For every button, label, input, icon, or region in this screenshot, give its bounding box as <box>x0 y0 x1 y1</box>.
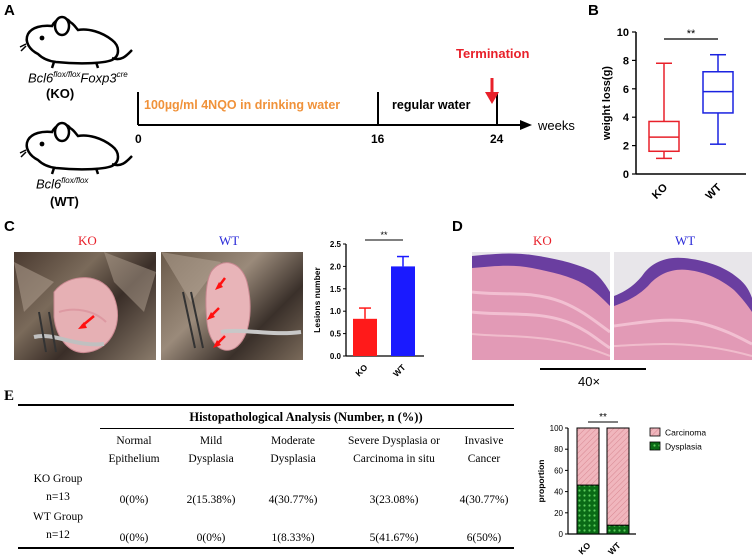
timeline-tick-16: 16 <box>371 132 385 146</box>
stacked-bar-segment <box>606 524 630 535</box>
lesions-bar-chart: 0.0 0.5 1.0 1.5 2.0 2.5 Lesions number KO WT ** <box>312 230 424 379</box>
y-tick-label: 2.0 <box>330 262 342 271</box>
panel-d-ko-title: KO <box>533 233 552 248</box>
legend-swatch <box>649 441 661 451</box>
panel-label-e: E <box>4 388 15 404</box>
panel-c-ko-title: KO <box>78 233 97 248</box>
y-tick-label: 1.5 <box>330 285 342 294</box>
table-cell: 0(0%) <box>196 532 226 544</box>
panel-d-wt-title: WT <box>675 233 696 248</box>
y-tick-label: 0.0 <box>330 352 342 361</box>
ko-histology-image <box>472 252 610 360</box>
ko-mouse-icon <box>19 15 133 69</box>
panel-label-d: D <box>452 218 463 235</box>
timeline-tick-0: 0 <box>135 132 142 146</box>
table-header-cell: Severe Dysplasia or Carcinoma in situ <box>348 435 440 465</box>
y-tick-label: 6 <box>623 84 629 96</box>
regular-water-label: regular water <box>392 98 471 112</box>
legend-label: Dysplasia <box>665 442 702 452</box>
y-tick-label: 20 <box>554 509 563 518</box>
y-tick-label: 40 <box>554 488 563 497</box>
y-tick-label: 60 <box>554 466 563 475</box>
wt-histology-image <box>614 252 752 360</box>
x-tick-label: KO <box>650 181 670 201</box>
stacked-bar-segment <box>606 427 630 526</box>
y-tick-label: 0.5 <box>330 330 342 339</box>
table-cell: 4(30.77%) <box>459 494 509 506</box>
timeline-unit: weeks <box>538 118 575 133</box>
x-tick-label: WT <box>606 540 623 556</box>
stacked-bar-segment <box>576 427 600 486</box>
legend-label: Carcinoma <box>665 428 706 438</box>
table-row: KO Group n=13 0(0%) 2(15.38%) 4(30.77%) 3… <box>18 469 514 507</box>
scale-bar <box>540 368 646 370</box>
table-group-cell: WT Group n=12 <box>33 511 83 541</box>
table-cell: 4(30.77%) <box>268 494 318 506</box>
treatment-label: 100µg/ml 4NQO in drinking water <box>144 98 341 112</box>
timeline-arrowhead <box>520 120 532 130</box>
table-header-cell: Mild Dysplasia <box>188 435 234 465</box>
panel-c-wt-title: WT <box>219 233 240 248</box>
y-tick-label: 0 <box>623 169 629 181</box>
significance-label: ** <box>380 230 388 240</box>
table-group-cell: KO Group n=13 <box>33 473 83 503</box>
x-tick-label: WT <box>391 362 408 379</box>
y-tick-label: 8 <box>623 55 629 67</box>
y-tick-label: 4 <box>623 112 630 124</box>
y-tick-label: 80 <box>554 445 563 454</box>
ko-tongue-photo <box>14 252 156 360</box>
table-header-cell: Normal Epithelium <box>108 435 160 465</box>
table-cell: 5(41.67%) <box>369 532 419 544</box>
table-cell: 0(0%) <box>119 494 149 506</box>
panel-label-b: B <box>588 2 599 19</box>
wt-mouse-icon <box>19 121 133 175</box>
stacked-bar-segment <box>576 484 600 535</box>
ko-label: (KO) <box>46 86 75 101</box>
table-cell: 2(15.38%) <box>186 494 236 506</box>
table-header-cell: Moderate Dysplasia <box>270 435 316 465</box>
significance-label: ** <box>599 412 607 423</box>
ko-genotype: Bcl6flox/floxFoxp3cre <box>28 70 128 86</box>
termination-arrow-head <box>485 92 499 104</box>
proportion-stacked-bar-chart: 0 20 40 60 80 100 proportion KO WT ** Carcinoma Dys… <box>536 412 706 556</box>
table-cell: 0(0%) <box>119 532 149 544</box>
panel-label-a: A <box>4 2 15 19</box>
bar <box>391 266 415 356</box>
panel-label-c: C <box>4 218 15 235</box>
table-header-row: Normal Epithelium Mild Dysplasia Moderate D… <box>18 431 514 469</box>
y-tick-label: 10 <box>617 27 629 39</box>
weight-loss-boxplot: 0 2 4 6 8 10 weight loss(g) KO WT ** <box>601 27 746 202</box>
x-tick-label: WT <box>704 181 725 202</box>
table-cell: 6(50%) <box>466 532 502 544</box>
y-tick-label: 2.5 <box>330 240 342 249</box>
y-axis-label: Lesions number <box>312 266 322 332</box>
y-tick-label: 1.0 <box>330 307 342 316</box>
y-tick-label: 2 <box>623 141 629 153</box>
y-axis-label: weight loss(g) <box>601 66 613 141</box>
table-cell: 3(23.08%) <box>369 494 419 506</box>
significance-label: ** <box>687 28 696 40</box>
table-row: WT Group n=12 0(0%) 0(0%) 1(8.33%) 5(41.6… <box>18 507 514 545</box>
legend-swatch <box>649 427 661 437</box>
timeline-tick-24: 24 <box>490 132 504 146</box>
y-tick-label: 0 <box>559 530 564 539</box>
y-tick-label: 100 <box>550 424 564 433</box>
table-cell: 1(8.33%) <box>271 532 315 544</box>
table-title: Histopathological Analysis (Number, n (%… <box>189 410 423 424</box>
table-header-cell: Invasive Cancer <box>464 435 504 465</box>
histopathology-table: Histopathological Analysis (Number, n (%… <box>18 404 514 549</box>
magnification-label: 40× <box>578 374 601 389</box>
x-tick-label: KO <box>576 540 592 556</box>
y-axis-label: proportion <box>536 460 546 503</box>
termination-label: Termination <box>456 46 530 61</box>
wt-genotype: Bcl6flox/flox <box>36 176 89 192</box>
x-tick-label: KO <box>353 362 369 378</box>
wt-label: (WT) <box>50 194 79 209</box>
bar <box>353 318 377 356</box>
timeline <box>137 78 532 130</box>
wt-tongue-photo <box>161 252 303 360</box>
